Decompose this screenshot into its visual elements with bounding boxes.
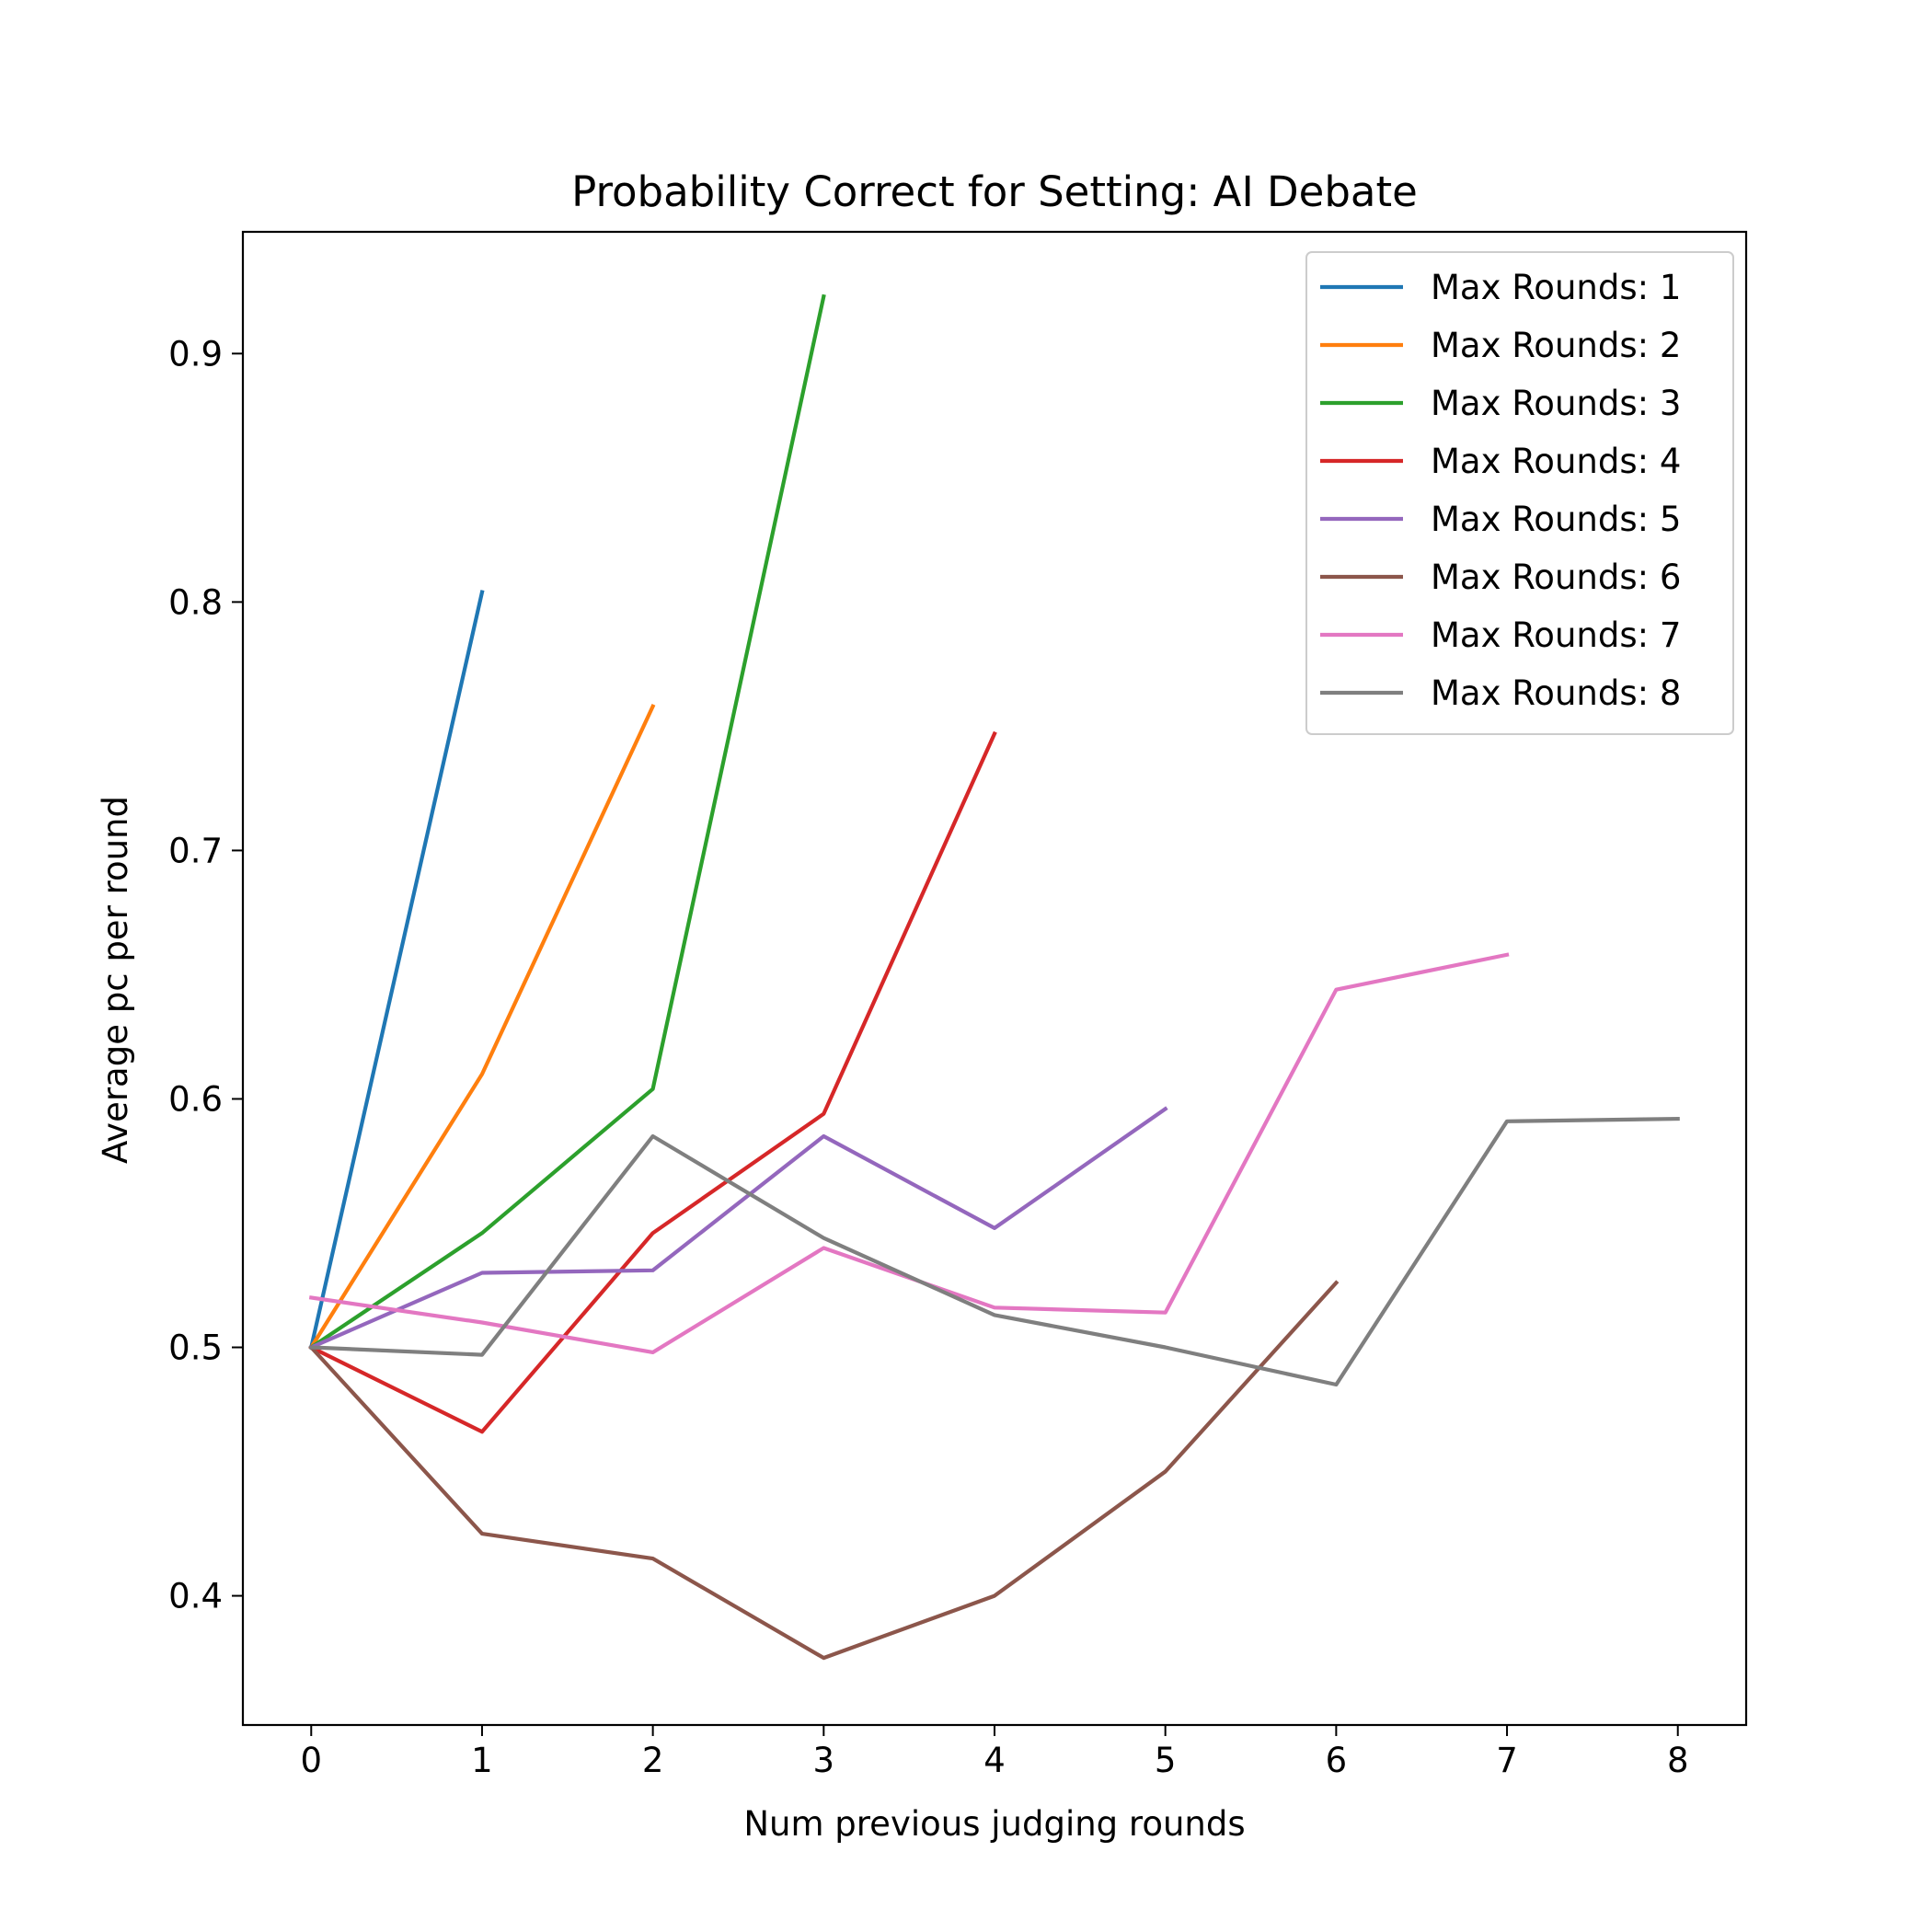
- plot-area: [308, 293, 1680, 1661]
- x-axis-label: Num previous judging rounds: [743, 1804, 1245, 1844]
- legend-label-2: Max Rounds: 2: [1431, 326, 1681, 365]
- x-tick-label: 5: [1155, 1741, 1177, 1780]
- series-line-2: [308, 704, 656, 1351]
- series-line-3: [308, 293, 826, 1351]
- x-tick-label: 1: [471, 1741, 493, 1780]
- series-line-1: [308, 590, 485, 1351]
- series-line-5: [308, 1106, 1168, 1351]
- y-axis-label: Average pc per round: [96, 796, 135, 1164]
- series-line-6: [308, 1280, 1340, 1661]
- x-tick-label: 4: [983, 1741, 1006, 1780]
- legend-label-5: Max Rounds: 5: [1431, 500, 1681, 539]
- chart-title: Probability Correct for Setting: AI Deba…: [571, 167, 1418, 216]
- y-tick-label: 0.4: [168, 1577, 223, 1616]
- legend-label-7: Max Rounds: 7: [1431, 615, 1681, 655]
- y-tick-label: 0.5: [168, 1328, 223, 1368]
- legend-label-8: Max Rounds: 8: [1431, 673, 1681, 713]
- x-tick-label: 2: [642, 1741, 664, 1780]
- y-tick-label: 0.7: [168, 831, 223, 870]
- y-tick-label: 0.8: [168, 582, 223, 622]
- x-tick-label: 0: [300, 1741, 322, 1780]
- legend: Max Rounds: 1 Max Rounds: 2 Max Rounds: 3 M…: [1305, 251, 1734, 735]
- x-tick-label: 7: [1496, 1741, 1518, 1780]
- series-line-8: [309, 1116, 1680, 1387]
- x-tick-label: 3: [813, 1741, 835, 1780]
- legend-label-4: Max Rounds: 4: [1431, 442, 1681, 481]
- y-tick-label: 0.6: [168, 1079, 223, 1119]
- y-tick-label: 0.9: [168, 334, 223, 374]
- legend-label-6: Max Rounds: 6: [1431, 558, 1681, 597]
- x-tick-label: 8: [1667, 1741, 1689, 1780]
- axes: 0 1 2 3 4 5 6 7 8 0.4 0.5 0.6 0.7 0.8 0.9: [168, 230, 1748, 1780]
- series-line-4: [308, 730, 997, 1434]
- legend-label-3: Max Rounds: 3: [1431, 384, 1681, 423]
- legend-box: [1305, 251, 1734, 735]
- legend-label-1: Max Rounds: 1: [1431, 268, 1681, 307]
- x-tick-label: 6: [1326, 1741, 1348, 1780]
